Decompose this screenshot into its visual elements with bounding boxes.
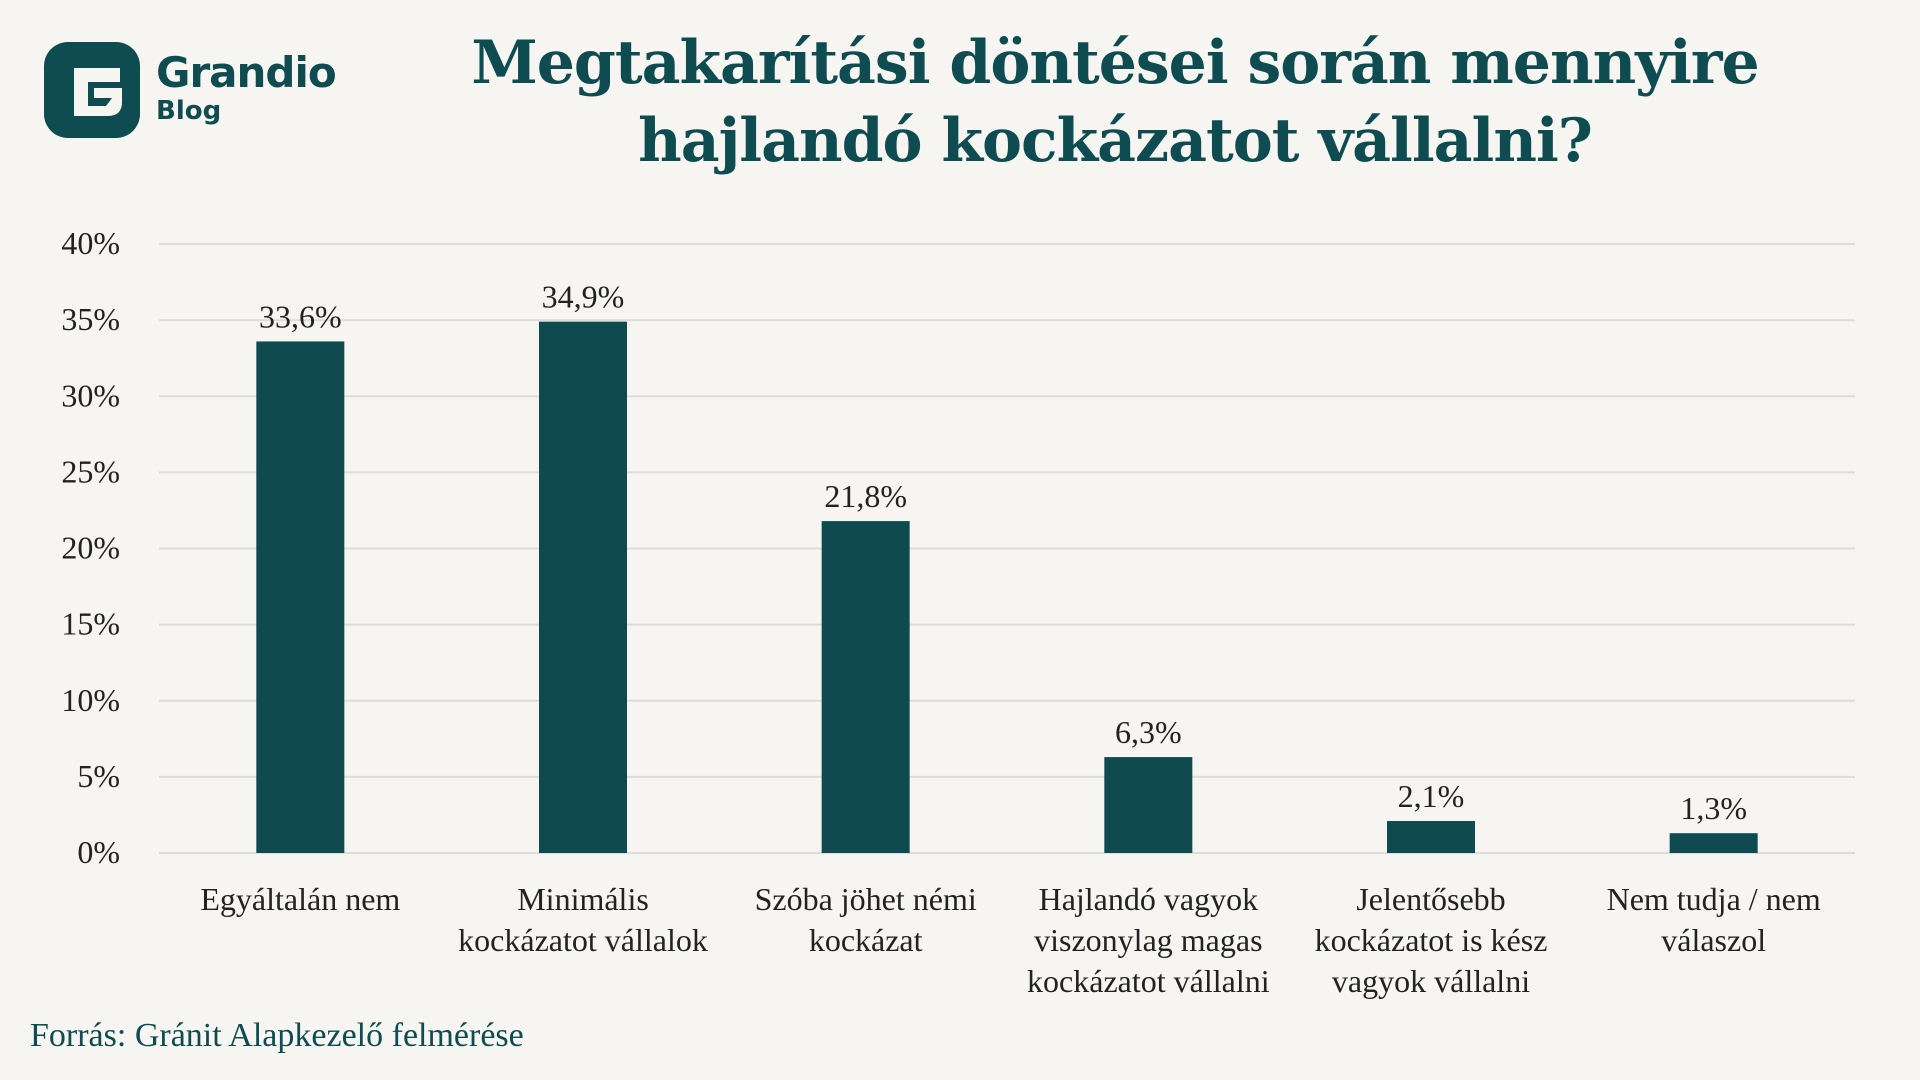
bar — [1669, 833, 1758, 853]
x-tick-label: Hajlandó vagyok — [1039, 881, 1259, 917]
title-line: hajlandó kockázatot vállalni? — [638, 106, 1593, 176]
x-tick-label: Minimális — [517, 881, 649, 917]
value-label: 6,3% — [1115, 714, 1182, 750]
grandio-logo-icon — [44, 42, 140, 138]
y-tick-label: 15% — [61, 606, 120, 642]
brand-sub: Blog — [156, 96, 222, 126]
y-tick-label: 40% — [61, 225, 120, 261]
y-tick-label: 10% — [61, 682, 120, 718]
y-tick-label: 35% — [61, 301, 120, 337]
y-tick-label: 0% — [77, 834, 120, 870]
bar — [821, 521, 910, 853]
bar — [256, 341, 345, 853]
brand-name: Grandio — [156, 48, 337, 97]
y-tick-label: 30% — [61, 377, 120, 413]
x-tick-label: kockázat — [809, 922, 923, 958]
x-tick-label: viszonylag magas — [1034, 922, 1262, 958]
x-tick-label: Jelentősebb — [1356, 881, 1505, 917]
x-tick-label: Nem tudja / nem — [1607, 881, 1821, 917]
y-tick-label: 20% — [61, 530, 120, 566]
value-label: 34,9% — [542, 279, 625, 315]
x-tick-label: kockázatot vállalok — [458, 922, 708, 958]
x-tick-label: válaszol — [1661, 922, 1766, 958]
y-tick-label: 5% — [77, 758, 120, 794]
source-note: Forrás: Gránit Alapkezelő felmérése — [30, 1017, 524, 1054]
x-tick-label: kockázatot is kész — [1315, 922, 1548, 958]
value-label: 33,6% — [259, 298, 342, 334]
bar — [1387, 821, 1475, 853]
value-label: 21,8% — [824, 478, 907, 514]
bar — [1104, 757, 1193, 853]
x-tick-label: Szóba jöhet némi — [755, 881, 977, 917]
bar — [539, 321, 627, 854]
y-tick-label: 25% — [61, 453, 120, 489]
chart-title: Megtakarítási döntései során mennyire ha… — [380, 24, 1850, 180]
x-tick-label: vagyok vállalni — [1332, 963, 1530, 999]
value-label: 2,1% — [1398, 778, 1465, 814]
title-line: Megtakarítási döntései során mennyire — [471, 28, 1759, 98]
value-label: 1,3% — [1680, 790, 1747, 826]
x-tick-label: Egyáltalán nem — [200, 881, 400, 917]
x-tick-label: kockázatot vállalni — [1027, 963, 1270, 999]
